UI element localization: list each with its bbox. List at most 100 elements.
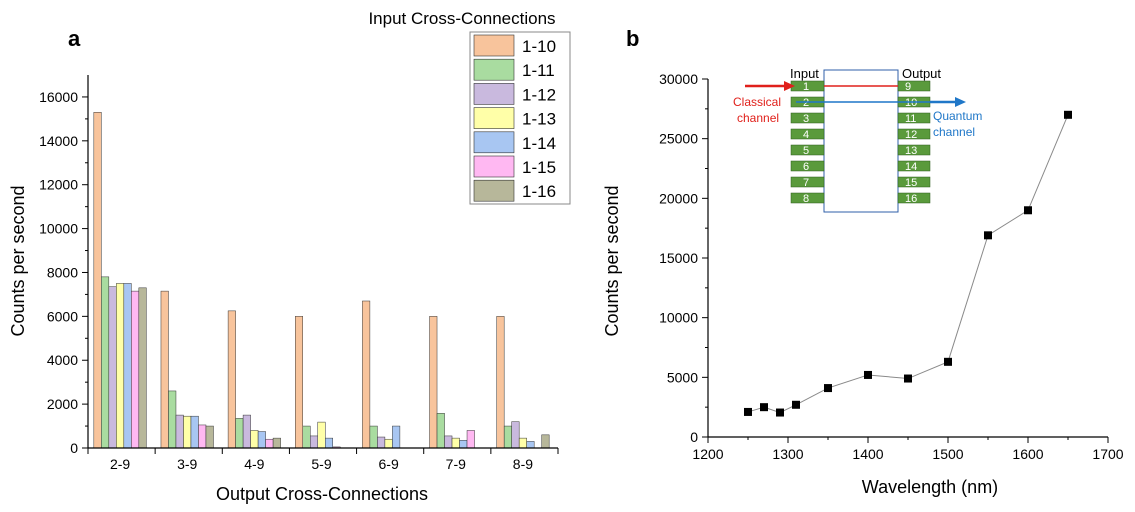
inset-input-pin [790,144,825,156]
legend-label-1-14: 1-14 [522,134,556,153]
bar-1-14-5-9 [325,437,333,449]
panel-b-x-tick-label: 1700 [1092,446,1123,462]
data-point [744,407,752,416]
bar-1-12-8-9 [511,421,520,449]
data-point [864,370,872,379]
data-point [904,374,912,383]
bar-1-13-8-9 [518,437,527,449]
inset-input-pin-label: 6 [803,161,809,173]
panel-b-points [744,110,1072,417]
inset-output-pin [897,128,931,140]
inset-output-pin [897,144,931,156]
bar-1-16-3-9 [205,425,214,449]
panel-b-y-tick-label: 10000 [659,310,698,326]
data-point [824,384,832,393]
bar-1-10-5-9 [295,316,303,449]
data-point [1064,110,1072,119]
bar-1-10-2-9 [93,112,102,449]
bar-1-16-8-9 [541,434,550,449]
panel-b-x-tick-label: 1600 [1012,446,1043,462]
panel-a-y-tick-label: 4000 [47,352,78,368]
bar-1-10-4-9 [227,310,236,449]
legend-label-1-12: 1-12 [522,85,556,104]
legend-swatch-1-15 [473,155,515,178]
bar-1-13-3-9 [183,415,192,449]
panel-b-x-tick-label: 1500 [932,446,963,462]
legend-swatch-1-13 [473,107,515,129]
bar-1-13-4-9 [250,430,259,449]
inset-input-pin-label: 2 [803,97,809,109]
bar-1-15-3-9 [198,424,207,449]
inset-input-pin-label: 5 [803,145,809,157]
inset-output-pin [897,192,931,204]
inset-input-pin-label: 7 [803,177,809,189]
panel-b-y-tick-label: 25000 [659,131,698,147]
bar-1-10-7-9 [429,316,438,449]
bar-1-12-7-9 [444,435,453,449]
data-point [760,403,768,412]
panel-a-xlabel: Output Cross-Connections [216,484,428,504]
panel-a-ylabel: Counts per second [8,185,28,336]
inset-input-pin [790,192,825,204]
bar-1-14-4-9 [257,431,266,449]
data-point [792,400,800,409]
classical-arrow-icon [784,81,795,91]
bar-1-13-5-9 [317,421,326,449]
panel-a-y-tick-label: 10000 [39,221,78,237]
data-point [944,357,952,366]
inset-output-pin-label: 11 [905,113,916,125]
inset-input-pin-label: 1 [803,81,809,93]
panel-a-x-tick-label: 5-9 [311,456,331,472]
panel-b-series-line [747,114,1069,414]
legend-swatch-1-10 [473,34,515,57]
panel-b-x-tick-label: 1300 [772,446,803,462]
inset-input-pin-label: 4 [803,129,809,141]
inset-output-pin [897,176,931,188]
classical-channel-label-line2: channel [737,111,779,125]
bar-1-11-8-9 [503,425,512,449]
panel-b-label: b [626,26,639,51]
classical-channel-label-line1: Classical [733,95,781,109]
bar-1-13-7-9 [451,437,460,449]
inset-schematic: Input Output 1 9 2 10 3 11 4 12 5 13 6 14 7 15 8 16 Cla… [733,66,982,213]
inset-input-pin [790,160,825,172]
bar-1-16-2-9 [138,287,147,449]
bar-1-14-7-9 [459,440,468,449]
bar-1-15-7-9 [466,430,475,449]
bar-1-10-8-9 [496,316,505,449]
panel-b-y-tick-label: 20000 [659,190,698,206]
quantum-channel-label-line1: Quantum [933,109,982,123]
panel-a-y-tick-label: 2000 [47,396,78,412]
inset-output-pin-label: 10 [905,97,917,109]
inset-output-pin-label: 15 [905,177,917,189]
bar-1-14-3-9 [190,415,199,449]
legend-label-1-13: 1-13 [522,110,556,129]
inset-input-pin [790,128,825,140]
bar-1-12-4-9 [242,414,251,449]
quantum-arrow-icon [955,97,966,107]
bar-1-12-3-9 [175,414,184,449]
panel-b-x-tick-label: 1400 [852,446,883,462]
inset-chip-box [823,69,899,213]
inset-output-pin [897,160,931,172]
inset-input-pin-label: 8 [803,193,809,205]
panel-a-y-tick-label: 12000 [39,177,78,193]
bar-1-11-6-9 [369,425,378,449]
panel-a-y-tick-label: 0 [70,440,78,456]
panel-a-bars [93,112,550,449]
panel-a-x-tick-label: 7-9 [446,456,466,472]
bar-1-10-6-9 [362,300,371,449]
legend-title: Input Cross-Connections [368,9,555,28]
panel-b-y-tick-label: 5000 [667,369,698,385]
panel-b-xlabel: Wavelength (nm) [862,477,998,497]
panel-a-x-tick-label: 6-9 [379,456,399,472]
bar-1-13-6-9 [384,438,393,449]
bar-1-14-6-9 [392,425,401,449]
data-point [1024,206,1032,215]
bar-1-11-5-9 [302,425,311,449]
panel-b-y-tick-label: 0 [690,429,698,445]
inset-output-pin [897,112,931,124]
